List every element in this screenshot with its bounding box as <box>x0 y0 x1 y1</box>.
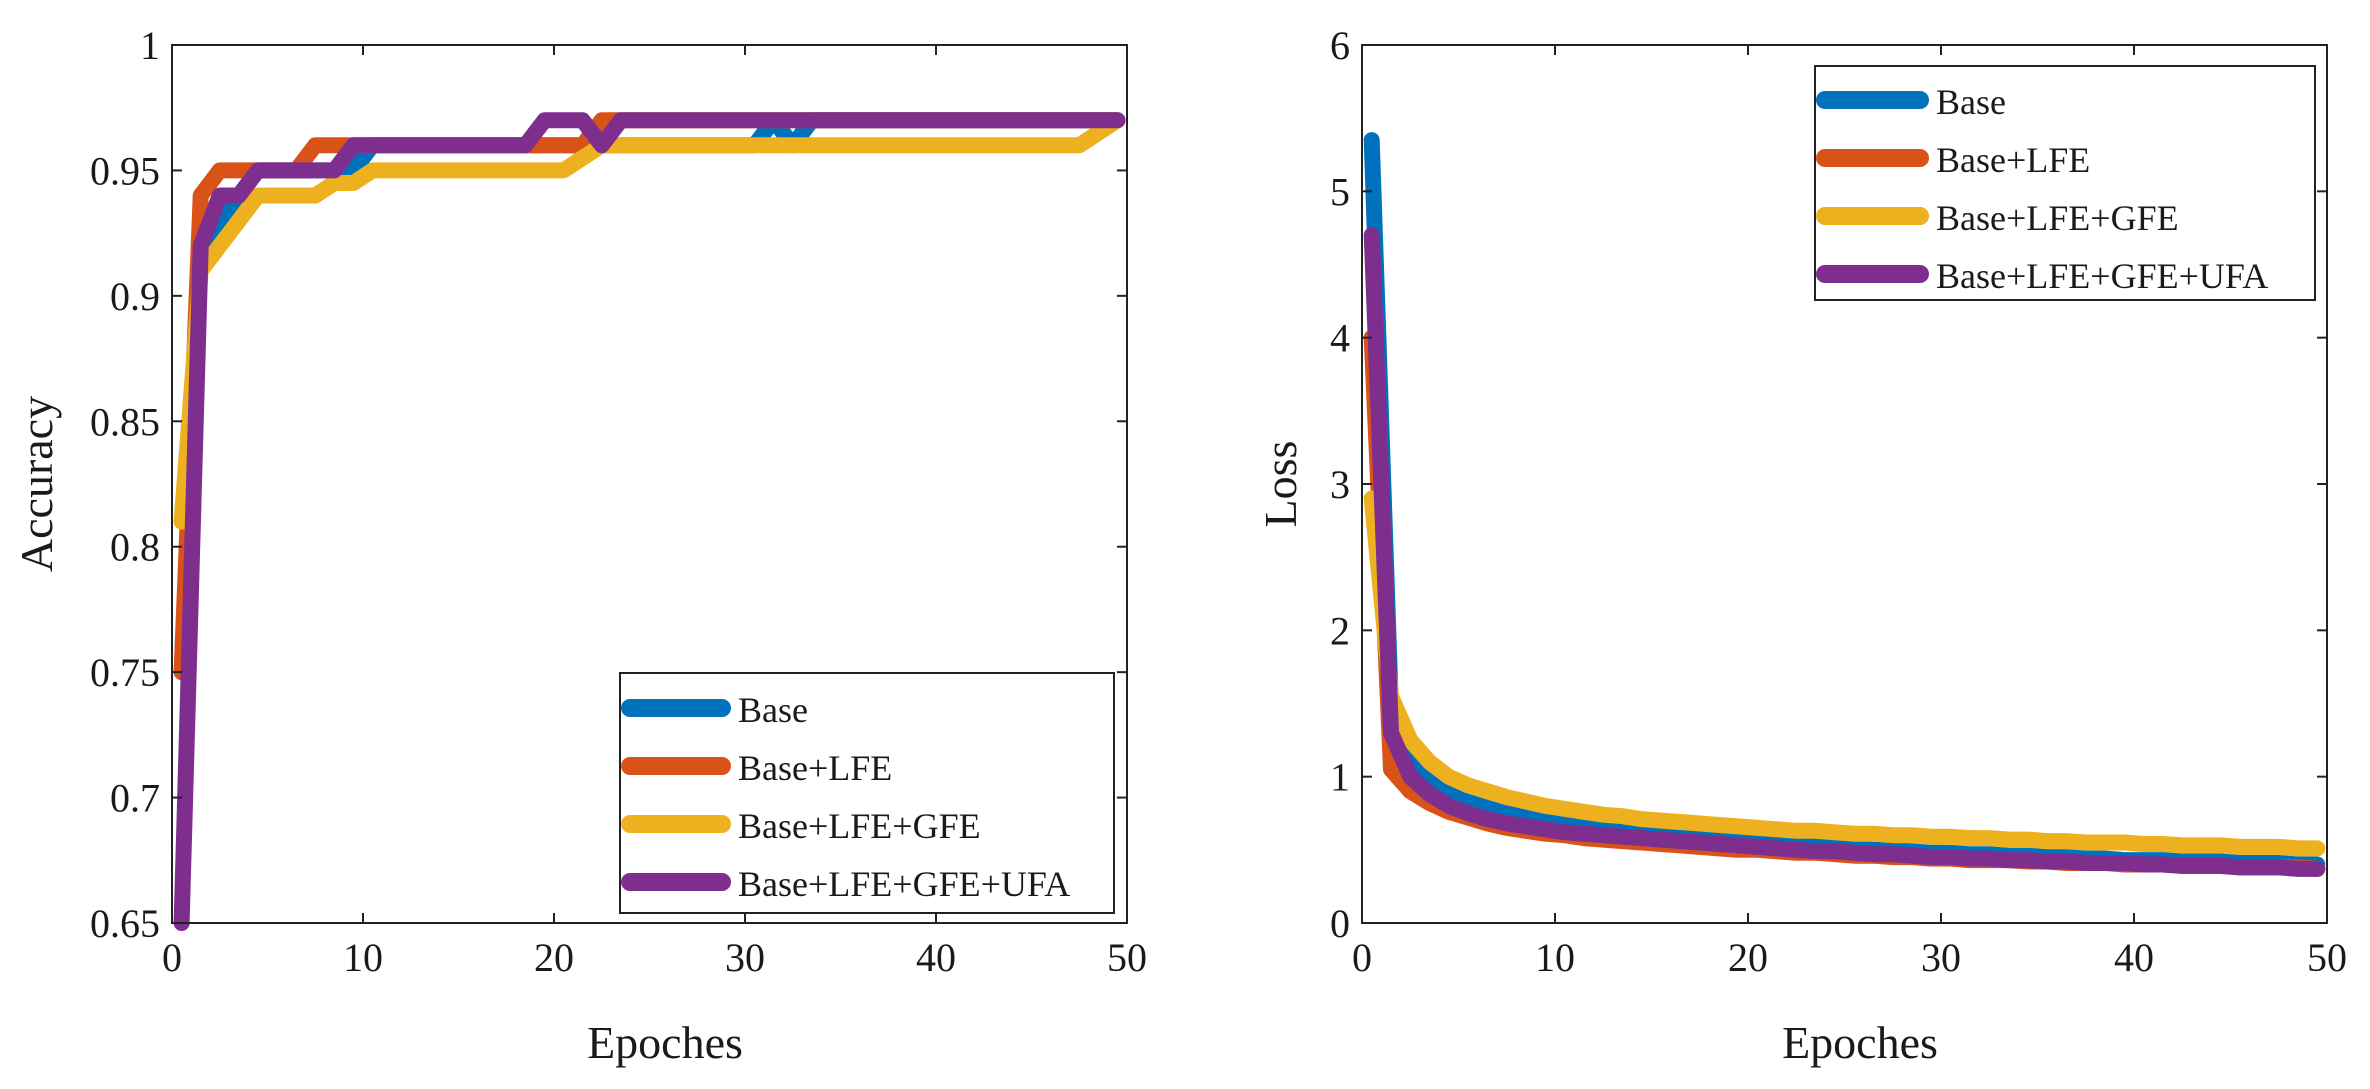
accuracy-y-tick-label: 0.95 <box>90 148 160 193</box>
accuracy-x-tick-label: 0 <box>162 935 182 980</box>
loss-x-tick-label: 20 <box>1728 935 1768 980</box>
loss-chart: 0 10 20 30 40 50 0 1 2 3 4 5 6 Epoches Loss Base Bas… <box>1255 23 2347 1068</box>
accuracy-legend-label-base-lfe: Base+LFE <box>738 748 892 788</box>
accuracy-chart: 0 10 20 30 40 50 0.65 0.7 0.75 0.8 0.85 0.9 0.95 1 Ep… <box>11 23 1147 1068</box>
accuracy-y-tick-label: 0.8 <box>110 525 160 570</box>
loss-series-group <box>1363 132 2326 877</box>
loss-legend: Base Base+LFE Base+LFE+GFE Base+LFE+GFE+… <box>1814 65 2316 301</box>
loss-series-base-lfe-gfe <box>1363 490 2326 857</box>
loss-x-tick-label: 0 <box>1352 935 1372 980</box>
loss-series-base-lfe <box>1363 329 2326 877</box>
accuracy-legend-label-base: Base <box>738 690 808 730</box>
accuracy-y-tick-label: 0.75 <box>90 650 160 695</box>
accuracy-legend-label-base-lfe-gfe-ufa: Base+LFE+GFE+UFA <box>738 864 1070 904</box>
loss-y-tick-label: 6 <box>1330 23 1350 68</box>
loss-legend-label-base: Base <box>1936 82 2006 122</box>
accuracy-series-base-lfe-gfe <box>173 112 1126 530</box>
loss-y-axis-label: Loss <box>1255 441 1306 528</box>
accuracy-series-group <box>173 112 1126 931</box>
loss-ticks: 0 10 20 30 40 50 0 1 2 3 4 5 6 <box>1330 23 2347 980</box>
loss-x-axis-label: Epoches <box>1782 1017 1938 1068</box>
loss-x-tick-label: 40 <box>2114 935 2154 980</box>
accuracy-series-base <box>173 112 1126 681</box>
accuracy-y-tick-label: 1 <box>140 23 160 68</box>
loss-x-tick-label: 30 <box>1921 935 1961 980</box>
accuracy-legend: Base Base+LFE Base+LFE+GFE Base+LFE+GFE+… <box>619 672 1115 914</box>
loss-y-tick-label: 3 <box>1330 462 1350 507</box>
accuracy-series-base-lfe <box>173 112 1126 681</box>
accuracy-plot-area <box>171 44 1128 924</box>
loss-legend-label-base-lfe: Base+LFE <box>1936 140 2090 180</box>
accuracy-x-tick-label: 10 <box>343 935 383 980</box>
accuracy-x-tick-label: 50 <box>1107 935 1147 980</box>
loss-legend-label-base-lfe-gfe: Base+LFE+GFE <box>1936 198 2179 238</box>
accuracy-x-tick-label: 40 <box>916 935 956 980</box>
accuracy-series-base-lfe-gfe-ufa <box>173 112 1126 931</box>
loss-x-tick-label: 50 <box>2307 935 2347 980</box>
loss-y-tick-label: 2 <box>1330 608 1350 653</box>
accuracy-y-axis-label: Accuracy <box>11 396 62 572</box>
accuracy-legend-label-base-lfe-gfe: Base+LFE+GFE <box>738 806 981 846</box>
loss-y-tick-label: 4 <box>1330 316 1350 361</box>
accuracy-y-tick-label: 0.85 <box>90 399 160 444</box>
accuracy-x-tick-label: 30 <box>725 935 765 980</box>
loss-series-base-lfe-gfe-ufa <box>1363 227 2326 877</box>
accuracy-y-tick-label: 0.7 <box>110 776 160 821</box>
accuracy-y-tick-label: 0.9 <box>110 274 160 319</box>
accuracy-y-tick-label: 0.65 <box>90 901 160 946</box>
accuracy-x-axis-label: Epoches <box>587 1017 743 1068</box>
accuracy-x-tick-label: 20 <box>534 935 574 980</box>
loss-y-tick-label: 0 <box>1330 901 1350 946</box>
loss-y-tick-label: 1 <box>1330 755 1350 800</box>
loss-x-tick-label: 10 <box>1535 935 1575 980</box>
accuracy-ticks: 0 10 20 30 40 50 0.65 0.7 0.75 0.8 0.85 0.9 0.95 1 <box>90 23 1147 980</box>
loss-y-tick-label: 5 <box>1330 169 1350 214</box>
loss-legend-label-base-lfe-gfe-ufa: Base+LFE+GFE+UFA <box>1936 256 2268 296</box>
